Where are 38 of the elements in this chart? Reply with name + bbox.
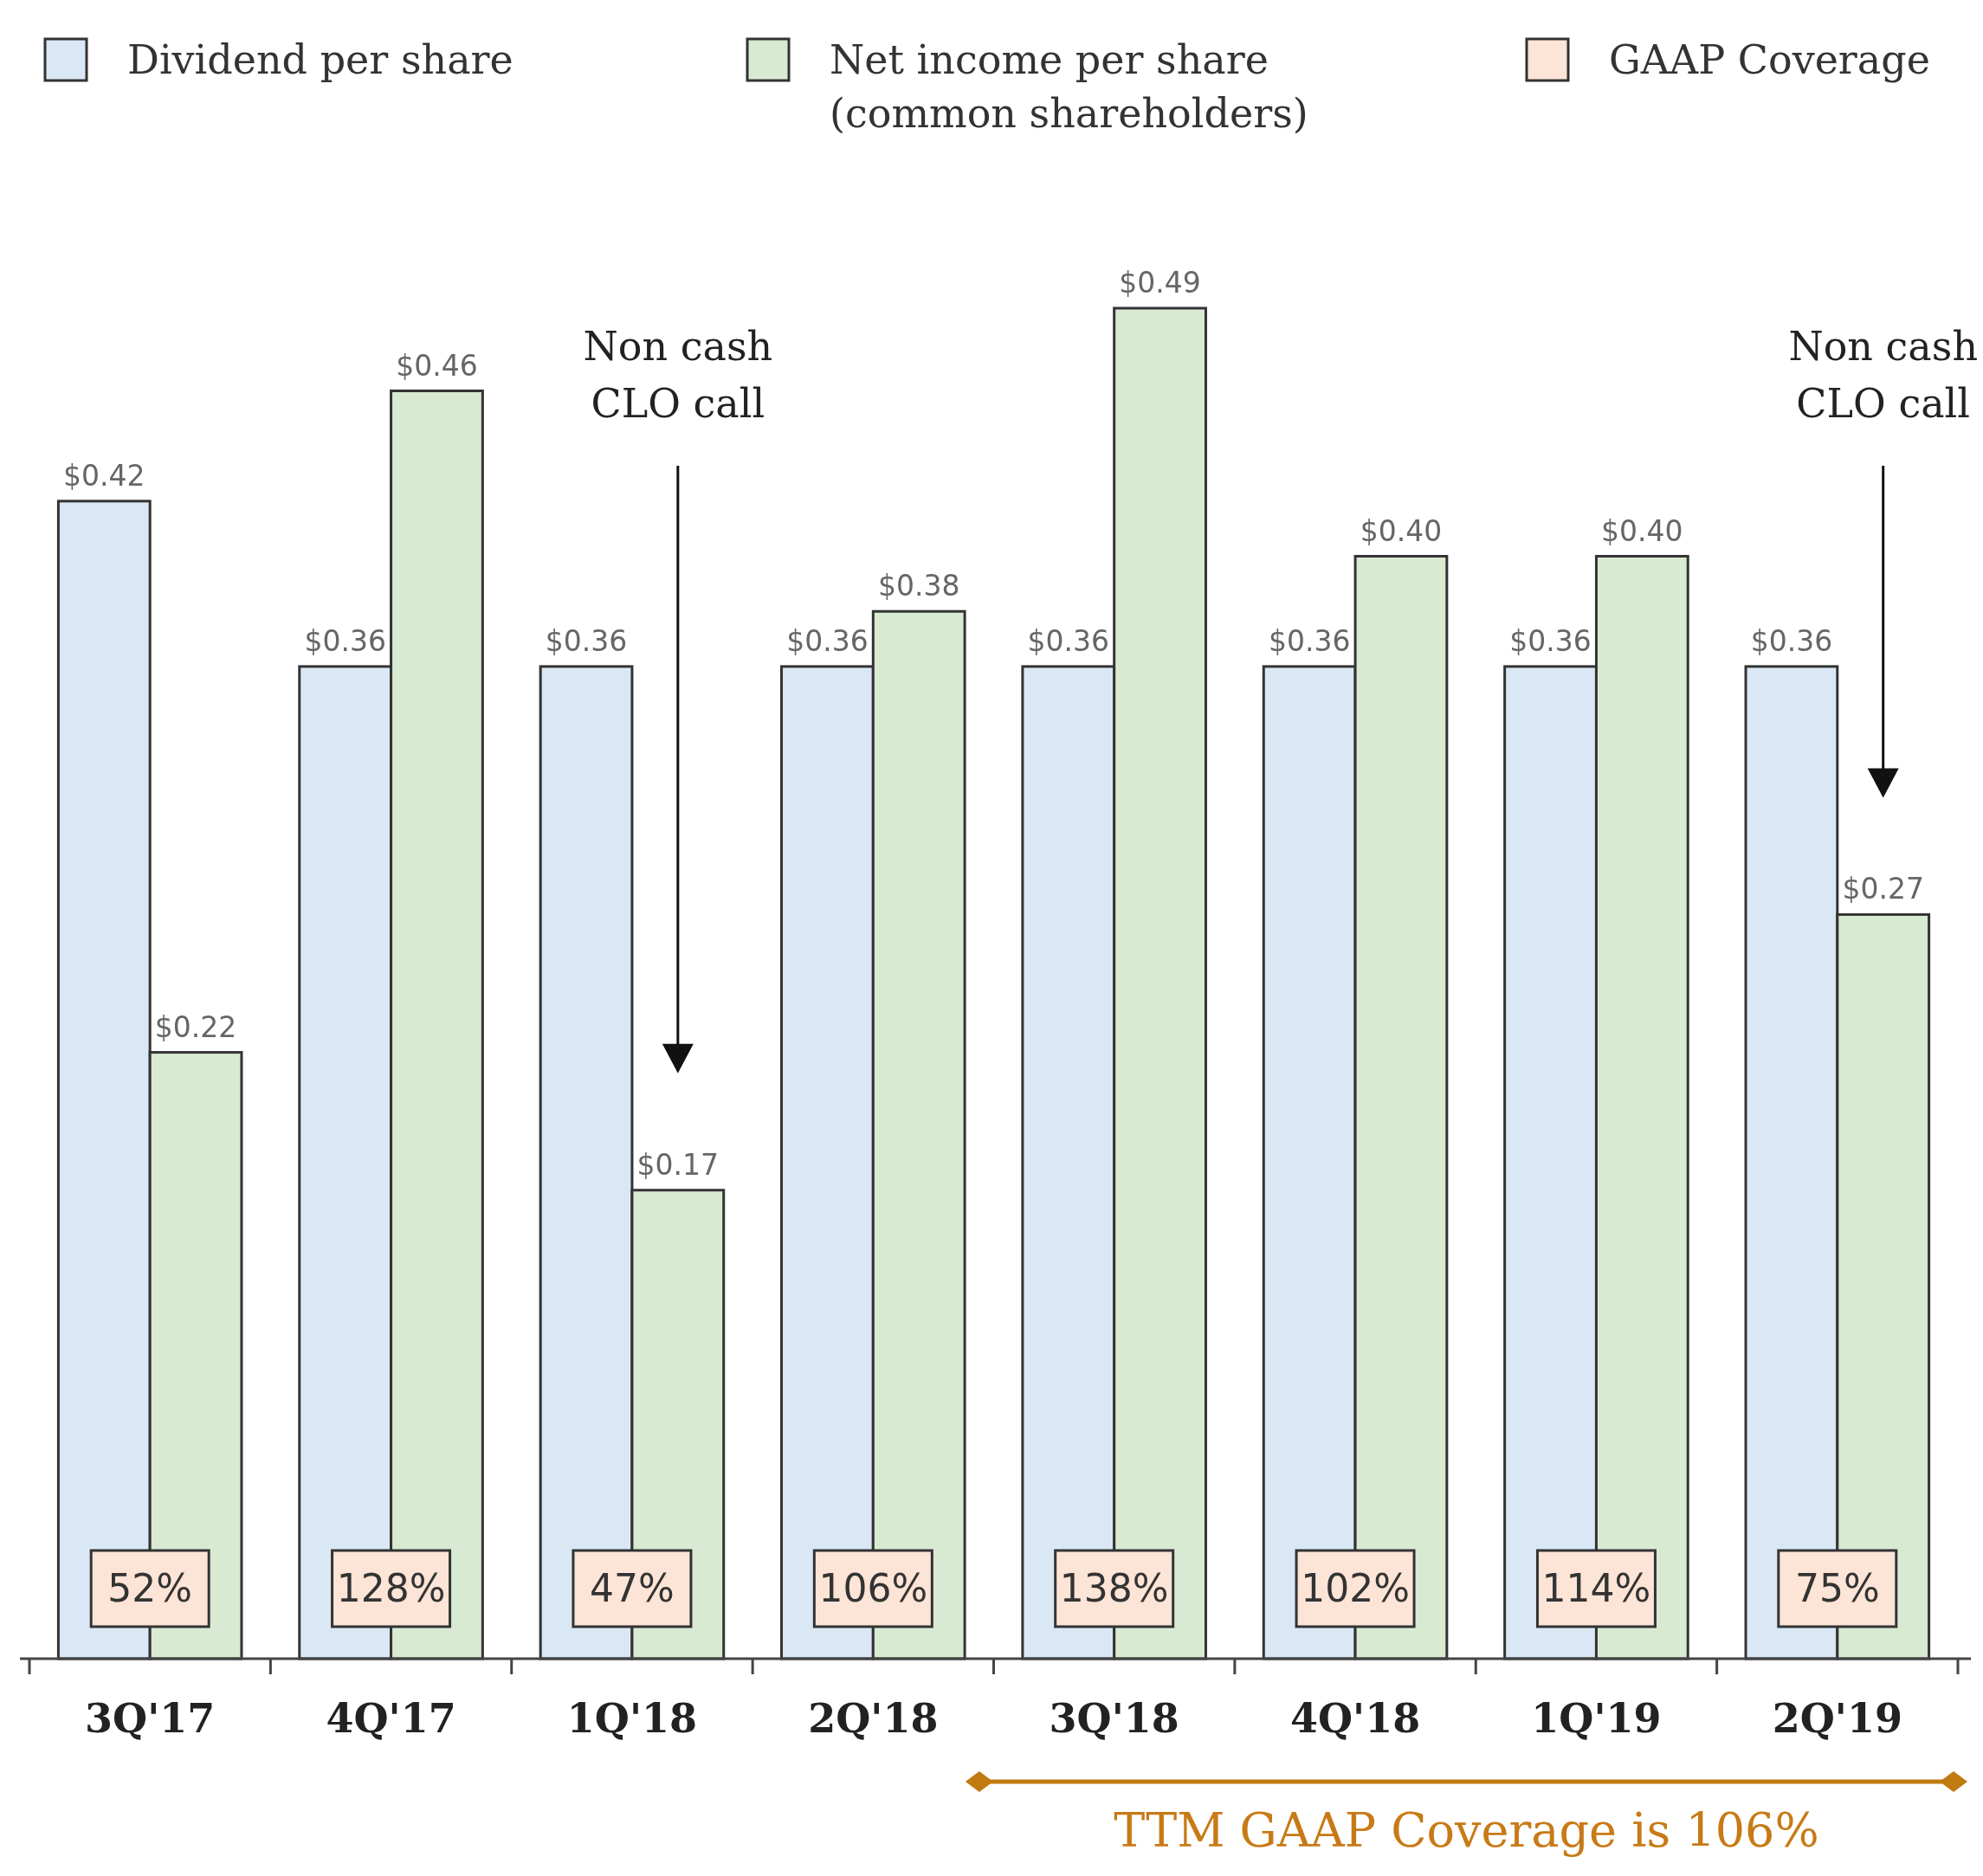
annotation: 52%	[107, 1566, 193, 1610]
data-label: $0.36	[1509, 623, 1592, 658]
x-tick-label: 1Q'19	[1531, 1695, 1662, 1742]
x-tick-label: 2Q'18	[808, 1695, 939, 1742]
data-label: $0.38	[877, 569, 960, 603]
data-label: $0.42	[63, 458, 145, 493]
annotation: 102%	[1301, 1566, 1410, 1610]
x-tick-label: 1Q'18	[566, 1695, 698, 1742]
legend-label: Net income per share (common shareholders)	[830, 36, 1308, 137]
data-label: $0.36	[1750, 623, 1833, 658]
x-tick-label: 4Q'18	[1289, 1695, 1421, 1742]
data-label: $0.22	[154, 1009, 237, 1044]
x-tick-label: 4Q'17	[326, 1695, 456, 1742]
annotation: 47%	[590, 1566, 675, 1610]
annotation: 128%	[336, 1566, 446, 1610]
annotation: 75%	[1794, 1566, 1880, 1610]
x-tick-label: 2Q'19	[1772, 1695, 1902, 1742]
annotation: Non cash CLO call	[583, 323, 773, 427]
data-label: $0.36	[304, 623, 386, 658]
data-label: $0.36	[545, 623, 628, 658]
text: TTM GAAP Coverage is 106%	[1114, 1803, 1819, 1858]
annotation: 114%	[1541, 1566, 1651, 1610]
data-label: $0.17	[636, 1147, 720, 1182]
data-label: $0.36	[1027, 623, 1110, 658]
data-label: $0.36	[786, 623, 869, 658]
data-label: $0.46	[396, 348, 478, 383]
legend-label: Dividend per share	[127, 36, 514, 83]
data-label: $0.40	[1601, 513, 1683, 548]
x-tick-label: 3Q'18	[1049, 1695, 1179, 1742]
data-label: $0.40	[1360, 513, 1443, 548]
x-tick-label: 3Q'17	[85, 1695, 216, 1742]
data-label: $0.27	[1842, 872, 1924, 906]
data-label: $0.49	[1119, 266, 1201, 300]
annotation: 106%	[818, 1566, 928, 1610]
annotation: Non cash CLO call	[1788, 323, 1979, 427]
data-label: $0.36	[1268, 623, 1351, 658]
legend-label: GAAP Coverage	[1609, 36, 1930, 83]
annotation: 138%	[1059, 1566, 1169, 1610]
